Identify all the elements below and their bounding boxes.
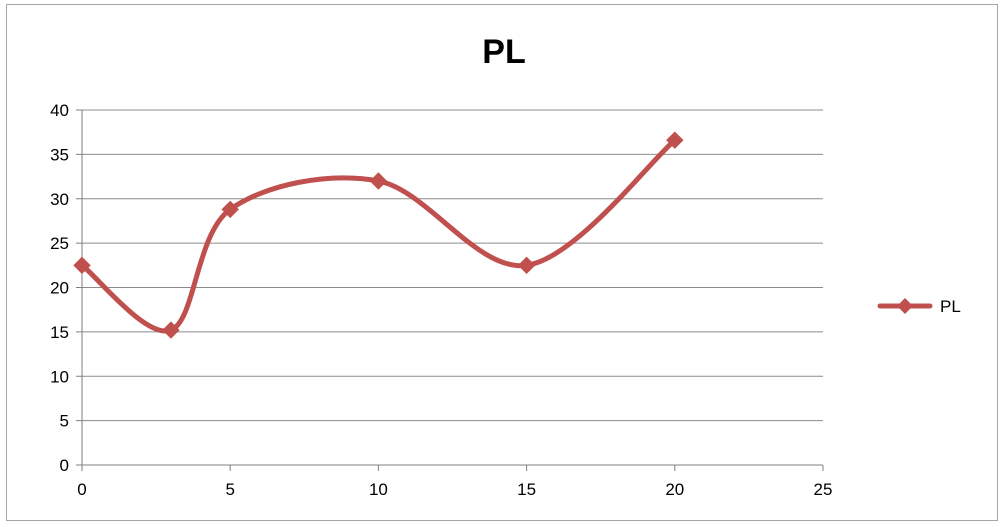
- y-tick-label-15: 15: [50, 323, 69, 342]
- legend-label-PL: PL: [940, 297, 961, 316]
- chart-title: PL: [482, 33, 525, 71]
- x-tick-label-25: 25: [814, 480, 833, 499]
- data-point-PL-2: [221, 200, 239, 219]
- data-point-PL-1: [162, 321, 180, 339]
- data-point-PL-3: [369, 172, 388, 190]
- y-tick-label-20: 20: [50, 279, 69, 298]
- x-tick-label-20: 20: [665, 480, 684, 499]
- x-tick-label-10: 10: [369, 480, 388, 499]
- series-line-PL: [79, 137, 678, 334]
- y-tick-label-35: 35: [50, 145, 69, 164]
- x-tick-label-15: 15: [517, 480, 536, 499]
- data-point-PL-4: [517, 256, 536, 275]
- x-tick-label-5: 5: [225, 480, 234, 499]
- tick-labels: 0 5 10 15 20 25 30 35 40 0 5 10 15 20 25: [50, 101, 832, 499]
- data-point-PL-0: [73, 256, 91, 275]
- data-point-PL-5: [666, 131, 684, 149]
- y-tick-label-0: 0: [60, 456, 69, 475]
- axes: [76, 109, 824, 471]
- y-tick-label-5: 5: [60, 412, 69, 431]
- series-group: [73, 131, 684, 339]
- x-tick-label-0: 0: [77, 480, 86, 499]
- y-tick-label-25: 25: [50, 234, 69, 253]
- legend-marker-PL: [897, 298, 913, 314]
- gridlines: [82, 109, 823, 422]
- y-tick-label-10: 10: [50, 367, 69, 386]
- legend: PL: [877, 297, 961, 316]
- y-tick-label-30: 30: [50, 190, 69, 209]
- y-tick-label-40: 40: [50, 101, 69, 120]
